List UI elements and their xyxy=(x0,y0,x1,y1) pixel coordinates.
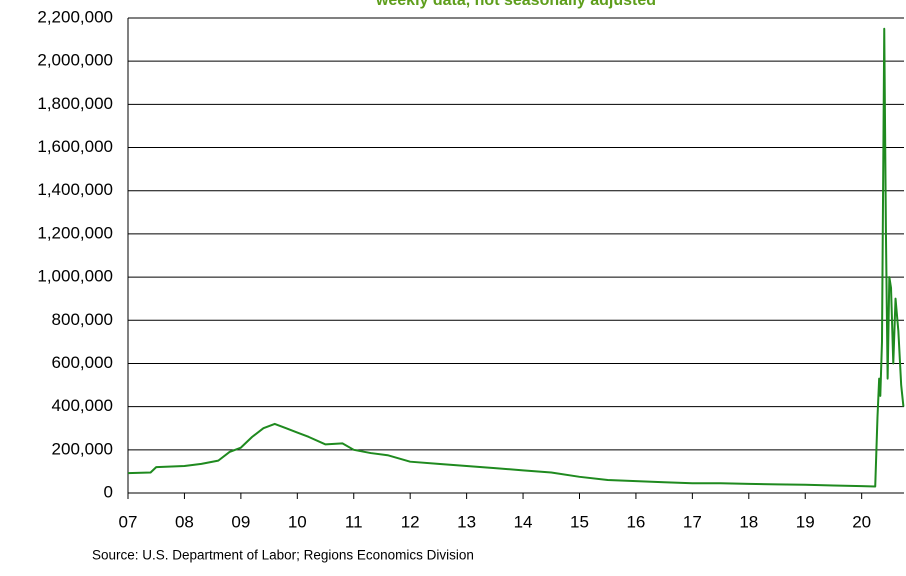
data-line xyxy=(127,27,905,488)
y-tick-label: 1,400,000 xyxy=(37,180,113,199)
x-tick-label: 16 xyxy=(626,512,645,531)
x-tick-label: 07 xyxy=(119,512,138,531)
x-tick-label: 17 xyxy=(683,512,702,531)
x-tick-label: 18 xyxy=(739,512,758,531)
x-tick-label: 09 xyxy=(231,512,250,531)
y-tick-label: 2,000,000 xyxy=(37,51,113,70)
y-tick-label: 400,000 xyxy=(52,396,113,415)
y-tick-label: 1,600,000 xyxy=(37,137,113,156)
y-tick-label: 200,000 xyxy=(52,439,113,458)
x-tick-label: 12 xyxy=(401,512,420,531)
x-tick-label: 20 xyxy=(852,512,871,531)
x-tick-label: 10 xyxy=(288,512,307,531)
x-tick-label: 15 xyxy=(570,512,589,531)
x-tick-label: 11 xyxy=(345,512,363,531)
x-tick-label: 19 xyxy=(796,512,815,531)
y-tick-label: 2,200,000 xyxy=(37,7,113,26)
x-tick-label: 14 xyxy=(514,512,533,531)
source-note: Source: U.S. Department of Labor; Region… xyxy=(92,548,474,563)
y-tick-label: 800,000 xyxy=(52,310,113,329)
y-tick-label: 600,000 xyxy=(52,353,113,372)
y-tick-label: 1,800,000 xyxy=(37,94,113,113)
x-tick-label: 08 xyxy=(175,512,194,531)
y-tick-label: 1,200,000 xyxy=(37,223,113,242)
y-tick-label: 1,000,000 xyxy=(37,267,113,286)
x-tick-label: 13 xyxy=(457,512,476,531)
chart-subtitle: weekly data, not seasonally adjusted xyxy=(375,0,656,9)
y-tick-label: 0 xyxy=(104,482,113,501)
